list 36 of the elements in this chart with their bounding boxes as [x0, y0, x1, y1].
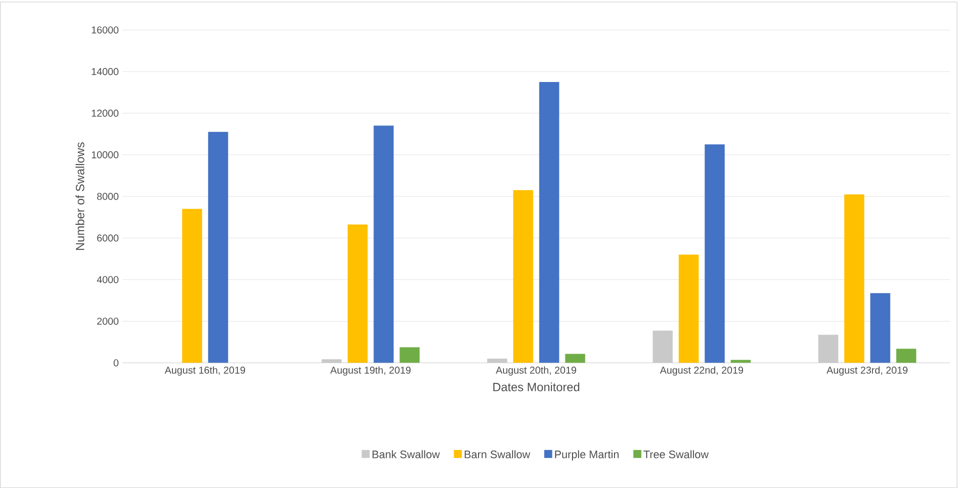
bar: [348, 224, 368, 363]
bar: [565, 354, 586, 363]
y-tick-label: 16000: [92, 26, 118, 34]
bar: [182, 208, 202, 363]
legend-label: Barn Swallow: [464, 450, 530, 458]
x-axis-title: Dates Monitored: [493, 382, 580, 392]
y-axis-title: Number of Swallows: [76, 142, 84, 250]
bar: [374, 126, 394, 363]
y-tick-label: 2000: [97, 318, 118, 325]
bar: [678, 254, 699, 363]
bar: [652, 330, 673, 363]
y-tick-label: 14000: [92, 68, 118, 76]
bar: [818, 334, 838, 363]
bar: [896, 348, 916, 363]
y-tick-label: 0: [114, 359, 118, 366]
bar: [400, 347, 420, 363]
y-tick-label: 12000: [92, 110, 118, 117]
x-tick-label: August 22nd, 2019: [660, 366, 744, 376]
y-tick-label: 4000: [96, 276, 118, 284]
bar: [487, 358, 508, 363]
y-tick-label: 10000: [92, 151, 118, 158]
bar: [539, 82, 560, 363]
x-tick-label: August 20th, 2019: [496, 366, 576, 376]
legend-label: Tree Swallow: [644, 450, 709, 458]
bar: [208, 132, 228, 363]
y-tick-label: 6000: [97, 234, 118, 242]
bar: [870, 293, 890, 363]
legend-label: Purple Martin: [555, 450, 619, 460]
bar: [513, 190, 534, 363]
y-tick-label: 8000: [97, 192, 118, 200]
bar: [704, 144, 725, 363]
x-tick-label: August 19th, 2019: [330, 366, 411, 376]
x-tick-label: August 23rd, 2019: [826, 366, 908, 376]
bar: [844, 194, 864, 363]
legend-label: Bank Swallow: [372, 450, 440, 458]
x-tick-label: August 16th, 2019: [164, 366, 246, 376]
